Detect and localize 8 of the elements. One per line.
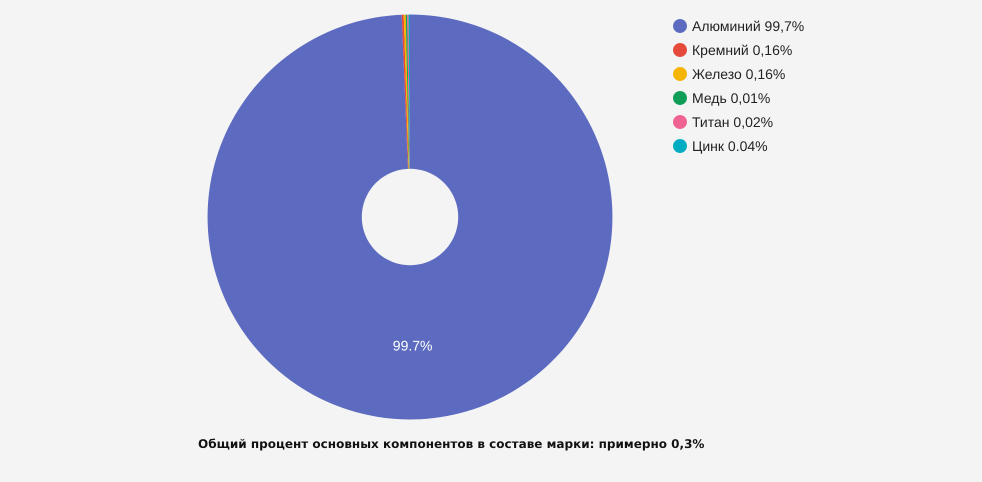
text: Общий процент основных компонентов в составе марки: примерно 0,3% [198,437,704,451]
data-label: 99.7% [392,337,432,354]
legend-label: Титан 0,02% [692,114,774,130]
legend-label: Железо 0,16% [692,66,786,82]
legend-label: Кремний 0,16% [692,42,792,58]
legend-label: Цинк 0.04% [692,138,768,154]
legend-label: Алюминий 99,7% [692,18,804,34]
legend-label: Медь 0,01% [692,90,770,106]
